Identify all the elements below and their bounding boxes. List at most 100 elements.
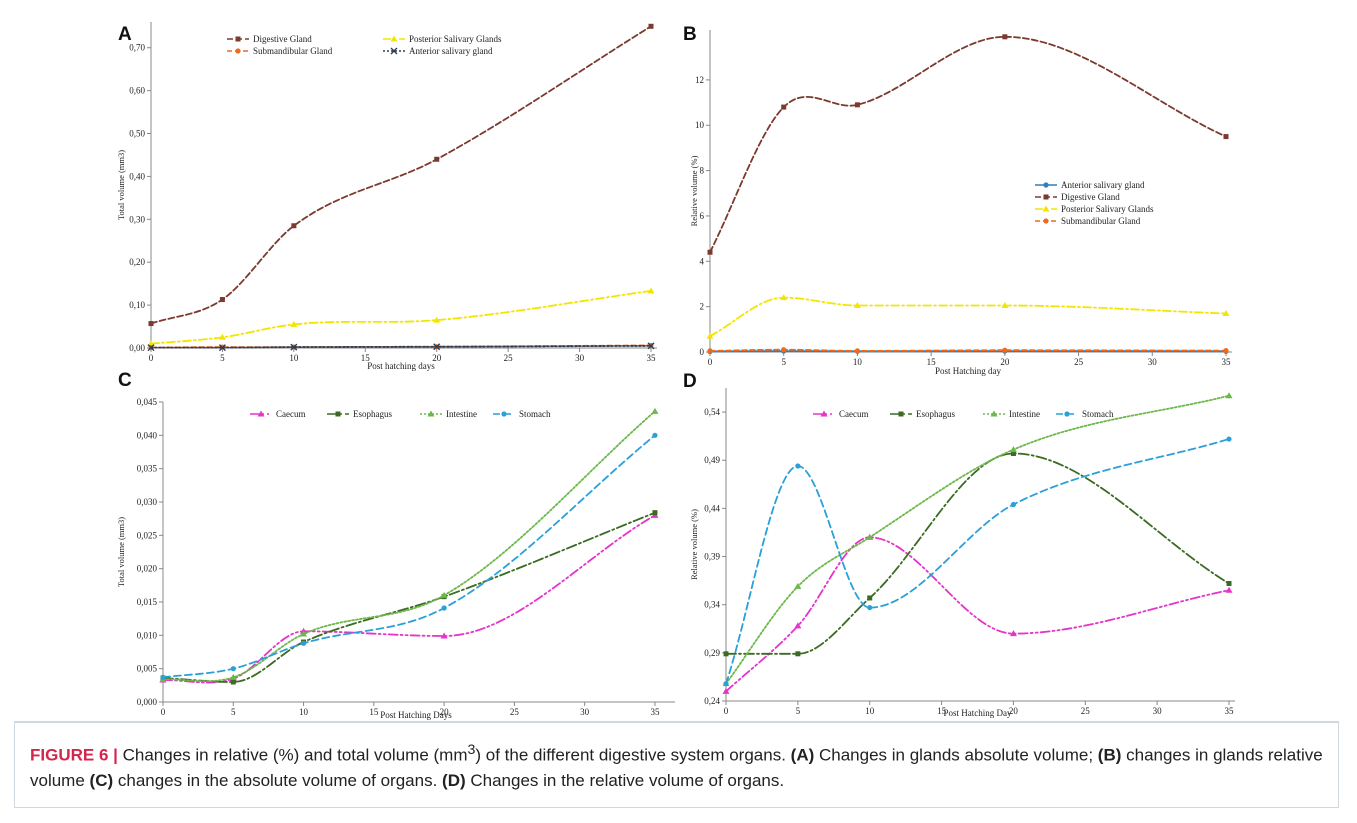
figure-caption: FIGURE 6 | Changes in relative (%) and t… [30,738,1340,793]
legend-label: Esophagus [916,409,955,419]
legend-label: Esophagus [353,409,392,419]
data-point [648,23,654,29]
y-tick-label: 0,045 [137,397,158,407]
x-tick-label: 0 [161,707,166,717]
data-point [230,679,236,685]
x-tick-label: 0 [724,706,729,716]
data-point [434,156,440,162]
y-tick-label: 0,44 [704,503,720,513]
y-tick-label: 0,60 [129,86,145,96]
y-tick-label: 0,040 [137,430,158,440]
data-point [781,104,787,110]
series-caecum [159,511,659,684]
legend-marker [501,411,507,417]
legend: Anterior salivary gland Digestive Gland Po… [1035,180,1154,226]
x-tick-label: 10 [289,353,299,363]
data-point [230,666,236,672]
panel-letter: B [683,24,697,45]
y-tick-label: 0,39 [704,552,720,562]
caption-ref-b: (B) [1097,745,1122,765]
data-point [441,605,447,611]
series-esophagus [160,510,658,685]
legend-marker [335,411,341,417]
data-point [1225,586,1233,593]
legend-item: Esophagus [890,409,955,419]
legend-marker [1043,218,1049,224]
data-point [781,347,787,353]
caption-text-5: changes in the absolute volume of organs… [113,770,443,790]
series-line [162,514,656,684]
data-point [794,622,802,629]
y-tick-label: 0,00 [129,343,145,353]
series-caecum [722,533,1233,694]
x-tick-label: 20 [1009,706,1019,716]
series-posterior-salivary-glands [706,294,1230,339]
data-point [794,582,802,589]
data-point [1009,446,1017,453]
y-tick-label: 0,010 [137,630,158,640]
data-point [1223,134,1229,140]
data-point [866,533,874,540]
legend-item: Caecum [250,409,306,419]
series-esophagus [723,450,1232,657]
data-point [1226,436,1232,442]
x-tick-label: 35 [1225,706,1235,716]
legend-label: Caecum [839,409,869,419]
legend-item: Stomach [1056,409,1114,419]
series-anterior-salivary-gland [147,342,655,352]
x-tick-label: 25 [504,353,514,363]
legend-marker [1043,182,1049,188]
x-tick-label: 30 [580,707,590,717]
data-point [854,348,861,354]
legend-item: Caecum [813,409,869,419]
panel-letter: C [118,370,132,391]
x-tick-label: 15 [937,706,947,716]
x-tick-label: 10 [299,707,309,717]
legend-label: Stomach [1082,409,1114,419]
x-tick-label: 30 [1153,706,1163,716]
data-point [647,287,655,294]
y-tick-label: 0,020 [137,564,158,574]
x-tick-label: 5 [220,353,225,363]
data-point [647,342,655,350]
legend-label: Digestive Gland [1061,192,1120,202]
x-tick-label: 10 [853,357,863,367]
legend-item: Stomach [493,409,551,419]
legend-item: Intestine [420,409,477,419]
x-tick-label: 15 [927,357,937,367]
legend-label: Anterior salivary gland [409,46,493,56]
series-line [725,452,1230,655]
data-point [290,343,298,351]
legend-marker [235,36,241,42]
series-line [709,296,1227,337]
x-tick-label: 15 [361,353,371,363]
series-submandibular-gland [707,347,1229,354]
x-tick-label: 25 [1074,357,1084,367]
legend-item: Digestive Gland [1035,192,1120,202]
chart-panel-a: A 0 5 10 15 20 25 30 35 0,00 0,10 0,20 0,30 0,40 0,50 0… [116,22,657,371]
y-tick-label: 0,20 [129,257,145,267]
data-point [1223,348,1229,354]
y-tick-label: 0,34 [704,600,720,610]
legend: Caecum Esophagus Intestine Stomach [250,409,551,419]
y-tick-label: 12 [695,75,704,85]
data-point [147,340,155,347]
x-tick-label: 25 [510,707,520,717]
legend-label: Posterior Salivary Glands [409,34,502,44]
legend-label: Submandibular Gland [1061,216,1141,226]
series-line [709,35,1227,254]
series-stomach [723,436,1232,687]
caption-text-6: Changes in the relative volume of organs… [465,770,785,790]
y-axis-title: Relative volume (%) [689,509,699,580]
legend-label: Intestine [1009,409,1040,419]
legend-marker [427,410,435,417]
x-tick-label: 0 [708,357,713,367]
legend-label: Digestive Gland [253,34,312,44]
series-line [709,348,1227,352]
y-axis-title: Total volume (mm3) [116,517,126,587]
y-tick-label: 0,015 [137,597,158,607]
data-point [867,595,873,601]
y-tick-label: 0,005 [137,664,158,674]
data-point [219,297,225,303]
x-tick-label: 35 [647,353,657,363]
